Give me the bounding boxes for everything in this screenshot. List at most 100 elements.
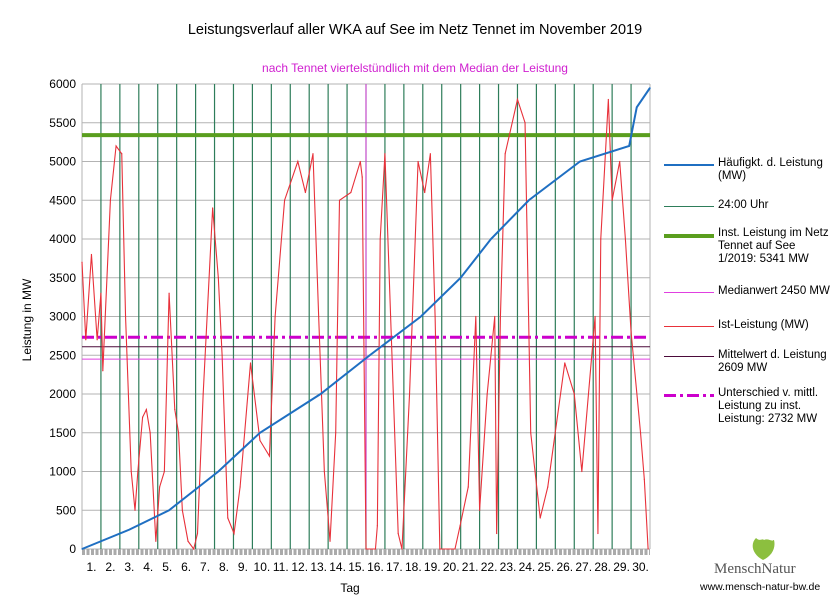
data-point — [636, 106, 638, 108]
logo-url: www.mensch-natur-bw.de — [700, 581, 821, 593]
x-tick-label: 25. — [538, 560, 555, 574]
logo-text: MenschNatur — [714, 561, 796, 577]
data-point — [499, 315, 502, 318]
data-point — [312, 153, 314, 155]
x-tick-label: 3. — [124, 560, 134, 574]
data-point — [649, 87, 651, 89]
leaf-icon — [752, 538, 775, 560]
data-point — [639, 432, 642, 434]
chart-title: Leistungsverlauf aller WKA auf See im Ne… — [188, 22, 642, 38]
y-tick-label: 2500 — [49, 348, 76, 362]
data-point — [81, 548, 83, 550]
data-point — [259, 432, 261, 434]
x-tick-label: 6. — [181, 560, 191, 574]
data-point — [516, 98, 519, 101]
data-point — [145, 408, 147, 411]
data-point — [323, 470, 325, 473]
legend-label: Mittelwert d. Leistung 2609 MW — [718, 349, 827, 374]
legend-swatch — [664, 206, 714, 207]
data-point — [564, 362, 566, 364]
x-tick-label: 8. — [219, 560, 229, 574]
data-point — [304, 191, 307, 194]
data-point — [597, 532, 599, 535]
data-point — [121, 153, 123, 155]
data-point — [581, 470, 583, 473]
data-point — [134, 509, 136, 511]
data-point — [350, 191, 352, 194]
data-point — [297, 160, 299, 163]
x-tick-label: 22. — [481, 560, 498, 574]
logo: MenschNatur www.mensch-natur-bw.de — [700, 536, 830, 596]
data-point — [439, 548, 441, 550]
data-point — [628, 145, 630, 147]
x-tick-label: 12. — [291, 560, 308, 574]
x-axis-label: Tag — [340, 581, 359, 595]
data-point — [573, 393, 575, 395]
data-point — [579, 160, 581, 163]
data-point — [384, 153, 386, 155]
data-point — [259, 439, 261, 442]
x-tick-label: 1. — [86, 560, 96, 574]
data-point — [594, 315, 596, 318]
y-tick-label: 3500 — [49, 271, 76, 285]
data-point — [100, 540, 102, 542]
y-tick-label: 4500 — [49, 193, 76, 207]
data-point — [168, 509, 170, 511]
legend-swatch — [664, 356, 714, 357]
data-point — [212, 207, 214, 209]
data-point — [227, 517, 229, 519]
data-point — [187, 540, 189, 542]
y-tick-label: 5000 — [49, 155, 76, 169]
data-point — [130, 470, 132, 473]
data-point — [274, 315, 276, 318]
data-point — [424, 191, 426, 194]
x-tick-label: 2. — [105, 560, 115, 574]
legend-label: 24:00 Uhr — [718, 199, 769, 211]
data-point — [611, 199, 613, 201]
data-point — [329, 540, 331, 542]
y-tick-label: 4000 — [49, 232, 76, 246]
data-point — [490, 238, 492, 240]
x-tick-label: 21. — [462, 560, 479, 574]
y-tick-label: 1000 — [49, 465, 76, 479]
legend-label: Medianwert 2450 MW — [718, 285, 830, 297]
data-point — [630, 331, 632, 333]
data-point — [417, 160, 419, 163]
data-point — [524, 122, 526, 124]
x-tick-label: 13. — [310, 560, 327, 574]
legend-label: Inst. Leistung im Netz Tennet auf See 1/… — [718, 227, 829, 265]
data-point — [504, 153, 506, 155]
data-point — [361, 176, 363, 178]
series-line — [81, 97, 649, 551]
x-tick-label: 16. — [367, 560, 384, 574]
data-point — [454, 548, 456, 550]
data-point — [163, 470, 165, 473]
data-point — [467, 486, 469, 488]
data-point — [196, 532, 199, 535]
data-point — [530, 432, 532, 434]
y-axis-label: Leistung in MW — [20, 278, 34, 361]
data-point — [420, 315, 422, 318]
data-point — [90, 253, 93, 256]
legend-label: Ist-Leistung (MW) — [718, 319, 809, 331]
data-point — [239, 486, 241, 488]
data-point — [369, 354, 371, 356]
data-point — [397, 532, 399, 535]
x-tick-label: 18. — [405, 560, 422, 574]
data-point — [233, 532, 235, 535]
legend-label: Unterschied v. mittl. Leistung zu inst. … — [718, 387, 819, 425]
data-point — [177, 432, 180, 434]
data-point — [221, 354, 223, 356]
data-point — [401, 548, 403, 550]
chart-subtitle: nach Tennet viertelstündlich mit dem Med… — [262, 61, 568, 75]
data-point — [429, 153, 431, 155]
x-tick-label: 23. — [500, 560, 517, 574]
data-point — [81, 261, 83, 263]
data-point — [547, 486, 549, 488]
data-point — [85, 339, 87, 341]
data-point — [124, 315, 127, 318]
data-point — [379, 238, 381, 240]
x-tick-label: 29. — [613, 560, 630, 574]
x-tick-label: 26. — [556, 560, 573, 574]
